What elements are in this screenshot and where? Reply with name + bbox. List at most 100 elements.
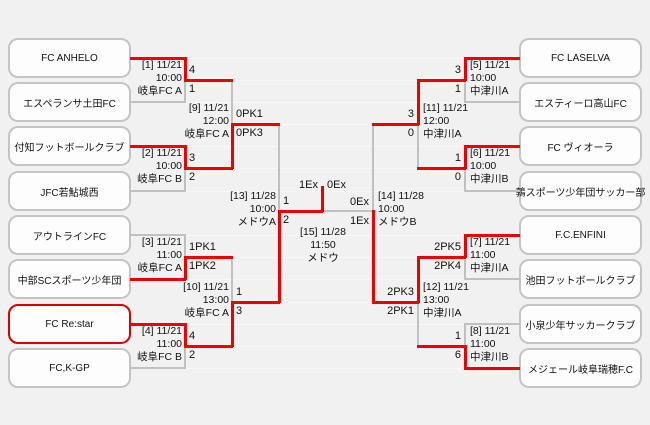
match-time: 13:00: [423, 294, 450, 306]
match-venue: 岐阜FC A: [137, 85, 182, 97]
bracket-line: [184, 79, 186, 103]
match-info-14: [14] 11/28 10:00 メドウB: [378, 190, 456, 229]
dotted-guide-line: [131, 368, 519, 369]
match-time: 10:00: [470, 160, 497, 172]
match-score: 1: [283, 195, 290, 207]
bracket-line-winner: [417, 345, 466, 348]
match-info-3: [3] 11/21 11:00 岐阜FC A: [104, 236, 182, 275]
bracket-line: [184, 167, 186, 192]
dotted-guide-line: [131, 235, 519, 236]
bracket-line: [464, 278, 520, 280]
bracket-line-winner: [184, 145, 187, 169]
bracket-line-winner: [231, 301, 280, 304]
match-score: 1: [236, 286, 243, 298]
match-score: 0Ex: [350, 196, 369, 208]
bracket-line-winner: [184, 167, 233, 170]
match-info-7: [7] 11/21 11:00 中津川A: [470, 236, 548, 275]
team-box: エスペランサ土田FC: [8, 82, 131, 122]
match-score: 0: [454, 171, 461, 183]
match-score: 3: [407, 108, 414, 120]
final-score-left: 1Ex: [299, 179, 318, 191]
match-venue: 岐阜FC B: [137, 173, 182, 185]
match-score: 2: [189, 171, 196, 183]
match-venue: 岐阜FC A: [137, 262, 182, 274]
team-box: アウトラインFC: [8, 215, 131, 255]
match-date: [8] 11/21: [470, 325, 511, 337]
match-score: 4: [189, 330, 196, 342]
dotted-guide-line: [131, 102, 519, 103]
team-box: FC ANHELO: [8, 38, 131, 78]
bracket-line-winner: [372, 301, 419, 304]
match-time: 11:00: [470, 338, 496, 350]
match-info-5: [5] 11/21 10:00 中津川A: [470, 59, 548, 98]
match-score: 2PK1: [387, 305, 414, 317]
match-score: 1: [189, 83, 196, 95]
match-venue: 岐阜FC B: [137, 351, 182, 363]
bracket-line: [464, 79, 466, 103]
bracket-line-winner: [231, 301, 234, 347]
match-venue: 中津川A: [423, 307, 462, 319]
bracket-line-winner: [278, 210, 281, 303]
bracket-line-winner: [231, 123, 234, 169]
match-score: 0: [407, 127, 414, 139]
team-box: FC LASELVA: [519, 38, 642, 78]
bracket-line-winner: [464, 145, 520, 148]
bracket-line-winner: [184, 256, 233, 259]
bracket-line-winner: [130, 57, 186, 60]
match-venue: 中津川B: [470, 173, 509, 185]
team-box: 小泉少年サッカークラブ: [519, 304, 642, 344]
bracket-line: [417, 123, 419, 169]
bracket-line: [464, 167, 466, 192]
bracket-line-winner: [417, 167, 466, 170]
match-venue: 岐阜FC A: [184, 128, 229, 140]
bracket-line-winner: [321, 186, 324, 212]
bracket-line-winner: [464, 234, 467, 258]
bracket-line: [130, 101, 186, 103]
bracket-line-winner: [464, 57, 467, 81]
match-time: 11:00: [470, 249, 496, 261]
match-venue: 中津川A: [470, 85, 509, 97]
match-venue: 中津川A: [423, 128, 462, 140]
dotted-guide-line: [185, 257, 465, 258]
dotted-guide-line: [131, 324, 519, 325]
bracket-line-winner: [130, 323, 186, 326]
bracket-line-winner: [417, 79, 420, 125]
team-box: F.C.ENFINI: [519, 215, 642, 255]
bracket-line: [464, 323, 466, 347]
match-venue: 中津川A: [470, 262, 509, 274]
match-time: 10:00: [378, 203, 405, 215]
match-date: [9] 11/21: [188, 102, 229, 114]
bracket-line: [372, 123, 374, 212]
match-info-15-final: [15] 11/28 11:50 メドウ: [285, 226, 361, 265]
bracket-line: [184, 234, 186, 258]
dotted-guide-line: [131, 191, 519, 192]
bracket-line-winner: [184, 323, 187, 347]
match-score: 1PK2: [189, 260, 216, 272]
dotted-guide-line: [232, 302, 418, 303]
match-score: 3: [189, 152, 196, 164]
bracket-line-winner: [464, 57, 520, 60]
match-date: [7] 11/21: [470, 236, 511, 248]
bracket-line-winner: [464, 367, 520, 370]
dotted-guide-line: [185, 346, 465, 347]
match-time: 10:00: [249, 203, 276, 215]
bracket-line: [321, 210, 374, 212]
match-date: [10] 11/21: [183, 281, 229, 293]
match-venue: 中津川B: [470, 351, 509, 363]
match-time: 11:00: [156, 338, 183, 350]
match-score: 0PK3: [236, 127, 263, 139]
match-time: 10:00: [470, 72, 497, 84]
match-venue: メドウ: [307, 252, 339, 264]
match-score: 2PK4: [434, 260, 461, 272]
match-date: [3] 11/21: [141, 236, 182, 248]
team-box: メジェール岐阜瑞穂F.C: [519, 348, 642, 388]
match-time: 12:00: [202, 115, 229, 127]
match-info-4: [4] 11/21 11:00 岐阜FC B: [104, 325, 182, 364]
dotted-guide-line: [185, 80, 465, 81]
bracket-line: [184, 345, 186, 369]
match-venue: メドウA: [237, 216, 276, 228]
match-date: [1] 11/21: [141, 59, 182, 71]
team-box: 鶉スポーツ少年団サッカー部: [516, 171, 645, 211]
match-info-9: [9] 11/21 12:00 岐阜FC A: [151, 102, 229, 141]
bracket-line-winner: [184, 57, 187, 81]
